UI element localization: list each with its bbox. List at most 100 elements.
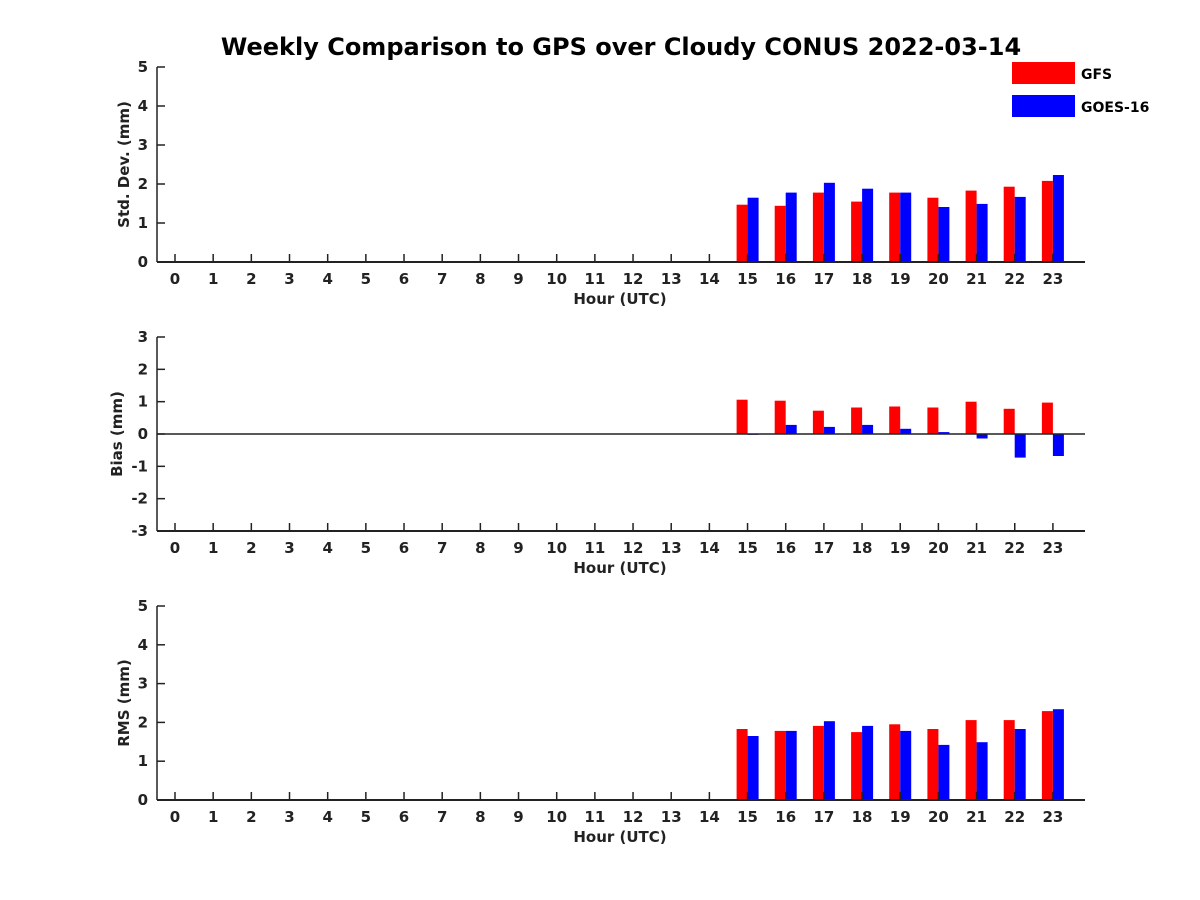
bar-goes-16-hour-19: [900, 428, 912, 434]
x-tick-label: 0: [170, 270, 180, 288]
x-axis-label: Hour (UTC): [573, 559, 666, 577]
x-tick-label: 10: [546, 539, 567, 557]
x-tick-label: 16: [775, 808, 796, 826]
x-tick-label: 10: [546, 808, 567, 826]
x-tick-label: 12: [623, 808, 644, 826]
x-tick-label: 18: [852, 539, 873, 557]
x-tick-label: 16: [775, 270, 796, 288]
x-tick-label: 17: [813, 539, 834, 557]
x-tick-label: 19: [890, 539, 911, 557]
bar-goes-16-hour-21: [976, 434, 988, 439]
x-tick-label: 9: [513, 808, 523, 826]
y-tick-label: 4: [138, 97, 148, 115]
bar-goes-16-hour-17: [823, 182, 835, 262]
bar-gfs-hour-23: [1041, 711, 1053, 800]
x-tick-label: 22: [1004, 539, 1025, 557]
y-tick-label: 2: [138, 360, 148, 378]
y-tick-label: 5: [138, 597, 148, 615]
x-tick-label: 6: [399, 539, 409, 557]
y-tick-label: 3: [138, 136, 148, 154]
x-axis-label: Hour (UTC): [573, 290, 666, 308]
bar-goes-16-hour-23: [1052, 175, 1064, 262]
bar-gfs-hour-22: [1003, 408, 1015, 434]
x-tick-label: 4: [322, 808, 332, 826]
bar-goes-16-hour-22: [1014, 729, 1026, 800]
y-tick-label: 0: [138, 253, 148, 271]
x-tick-label: 1: [208, 270, 218, 288]
bar-goes-16-hour-17: [823, 426, 835, 434]
y-tick-label: 2: [138, 713, 148, 731]
x-tick-label: 0: [170, 808, 180, 826]
bar-goes-16-hour-19: [900, 192, 912, 262]
x-tick-label: 8: [475, 270, 485, 288]
y-tick-label: 5: [138, 58, 148, 76]
y-tick-label: 0: [138, 791, 148, 809]
bar-gfs-hour-16: [774, 730, 786, 800]
bar-gfs-hour-15: [736, 729, 748, 800]
bar-gfs-hour-17: [812, 725, 824, 800]
bar-gfs-hour-18: [851, 407, 863, 434]
bar-gfs-hour-21: [965, 190, 977, 262]
bar-goes-16-hour-20: [938, 744, 950, 800]
bar-goes-16-hour-23: [1052, 434, 1064, 456]
x-tick-label: 5: [361, 539, 371, 557]
bar-gfs-hour-17: [812, 192, 824, 262]
x-tick-label: 1: [208, 539, 218, 557]
bar-gfs-hour-19: [889, 192, 901, 262]
x-tick-label: 21: [966, 270, 987, 288]
bar-goes-16-hour-19: [900, 730, 912, 800]
x-tick-label: 16: [775, 539, 796, 557]
bar-goes-16-hour-20: [938, 432, 950, 434]
x-tick-label: 3: [284, 539, 294, 557]
x-tick-label: 15: [737, 808, 758, 826]
x-tick-label: 3: [284, 808, 294, 826]
y-tick-label: 4: [138, 636, 148, 654]
x-tick-label: 13: [661, 808, 682, 826]
bar-goes-16-hour-18: [862, 188, 874, 262]
legend: GFS GOES-16: [1012, 62, 1149, 117]
x-tick-label: 15: [737, 270, 758, 288]
x-tick-label: 12: [623, 539, 644, 557]
bar-gfs-hour-15: [736, 204, 748, 262]
bar-goes-16-hour-21: [976, 203, 988, 262]
x-tick-label: 20: [928, 808, 949, 826]
x-axis-label: Hour (UTC): [573, 828, 666, 846]
x-tick-label: 2: [246, 808, 256, 826]
y-tick-label: 0: [138, 425, 148, 443]
x-tick-label: 21: [966, 808, 987, 826]
bar-gfs-hour-17: [812, 410, 824, 434]
x-tick-label: 11: [584, 808, 605, 826]
x-tick-label: 14: [699, 539, 720, 557]
y-axis-label: RMS (mm): [115, 659, 133, 746]
x-tick-label: 5: [361, 270, 371, 288]
bar-goes-16-hour-21: [976, 742, 988, 800]
x-tick-label: 18: [852, 808, 873, 826]
x-tick-label: 2: [246, 539, 256, 557]
x-tick-label: 12: [623, 270, 644, 288]
x-tick-label: 5: [361, 808, 371, 826]
bar-goes-16-hour-16: [785, 192, 797, 262]
x-tick-label: 14: [699, 808, 720, 826]
x-tick-label: 9: [513, 270, 523, 288]
bar-goes-16-hour-17: [823, 721, 835, 800]
x-tick-label: 11: [584, 539, 605, 557]
x-tick-label: 14: [699, 270, 720, 288]
x-tick-label: 0: [170, 539, 180, 557]
x-tick-label: 15: [737, 539, 758, 557]
bar-gfs-hour-16: [774, 400, 786, 434]
bar-goes-16-hour-16: [785, 424, 797, 434]
bar-gfs-hour-20: [927, 729, 939, 800]
y-tick-label: 1: [138, 752, 148, 770]
x-tick-label: 2: [246, 270, 256, 288]
bar-gfs-hour-20: [927, 407, 939, 434]
x-tick-label: 18: [852, 270, 873, 288]
x-tick-label: 9: [513, 539, 523, 557]
x-tick-label: 13: [661, 270, 682, 288]
x-tick-label: 22: [1004, 270, 1025, 288]
bar-goes-16-hour-18: [862, 725, 874, 800]
x-tick-label: 17: [813, 808, 834, 826]
